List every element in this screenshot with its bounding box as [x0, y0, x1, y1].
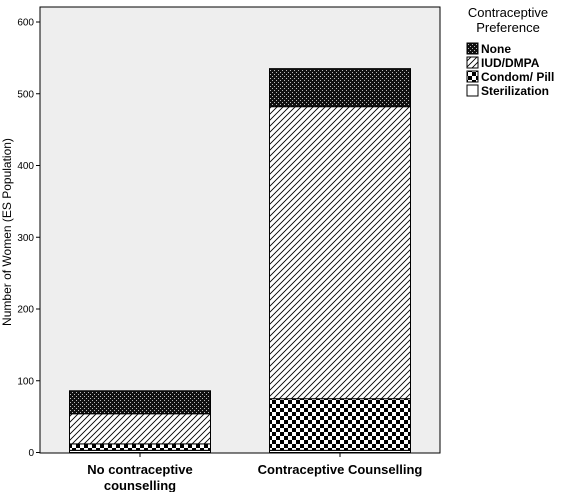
legend-label: None: [481, 42, 511, 56]
legend-swatch: [466, 84, 479, 97]
bar-segment-diagonal-hatch: [269, 106, 411, 400]
y-tick-label: 500: [17, 89, 34, 100]
legend-swatch: [466, 42, 479, 55]
y-tick-label: 0: [28, 448, 34, 459]
legend-label: IUD/DMPA: [481, 56, 540, 70]
y-axis: 0 100 200 300 400 500 600: [17, 18, 40, 459]
y-tick-label: 100: [17, 376, 34, 387]
legend-title: Preference: [476, 20, 540, 35]
legend-swatch: [466, 56, 479, 69]
bar-segment-dots-dark: [69, 390, 211, 415]
y-tick-label: 300: [17, 233, 34, 244]
legend-title: Contraceptive: [468, 5, 548, 20]
y-tick-label: 600: [17, 18, 34, 29]
bar-segment-diagonal-hatch: [69, 413, 211, 445]
x-category-label: No contraceptive: [87, 462, 192, 477]
bars: [69, 68, 411, 454]
bar-segment-checker: [69, 443, 211, 451]
y-tick-label: 200: [17, 305, 34, 316]
y-tick-label: 400: [17, 161, 34, 172]
legend-label: Condom/ Pill: [481, 70, 554, 84]
bar-segment-checker: [269, 398, 411, 451]
y-axis-title: Number of Women (ES Population): [0, 138, 14, 326]
x-category-label: counselling: [104, 478, 176, 492]
legend-swatch: [466, 70, 479, 83]
x-category-label: Contraceptive Counselling: [258, 462, 423, 477]
legend-label: Sterilization: [481, 84, 549, 98]
bar-segment-dots-dark: [269, 68, 411, 108]
